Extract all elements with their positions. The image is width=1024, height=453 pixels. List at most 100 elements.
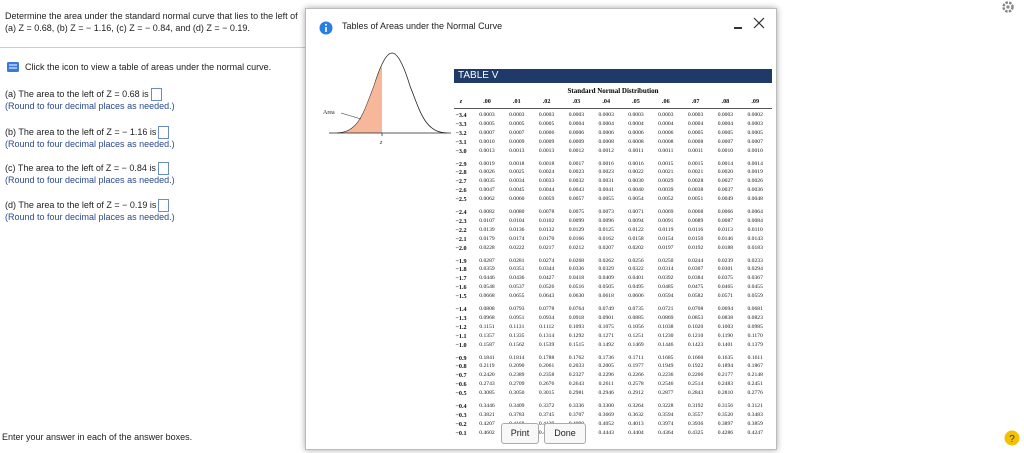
table-cell: 0.0838: [717, 314, 734, 321]
table-cell: 0.0630: [568, 293, 585, 300]
button[interactable]: Print: [501, 423, 539, 444]
table-cell: 0.0024: [538, 169, 555, 176]
table-cell: 0.0084: [747, 217, 763, 224]
table-cell: 0.0015: [658, 160, 674, 167]
table-cell: 0.0018: [509, 160, 525, 167]
table-label-bar: [454, 69, 772, 83]
table-cell: 0.2061: [538, 363, 555, 370]
table-cell: 0.3336: [568, 403, 585, 409]
row-z: −2.0: [455, 244, 467, 252]
row-z: −1.4: [455, 306, 467, 313]
minimize-button[interactable]: [734, 27, 742, 29]
table-cell: 0.1841: [479, 354, 495, 361]
row-z: −0.4: [455, 403, 467, 410]
settings-icon[interactable]: [1000, 0, 1016, 14]
table-cell: 0.0040: [628, 187, 644, 194]
table-cell: 0.2877: [658, 390, 674, 397]
row-z: −1.5: [455, 293, 467, 301]
table-cell: 0.0197: [658, 244, 674, 251]
table-cell: 0.0548: [479, 284, 495, 291]
table-cell: 0.2643: [568, 381, 585, 388]
table-cell: 0.0002: [747, 112, 763, 118]
row-z: −1.3: [455, 314, 467, 322]
table-cell: 0.0016: [628, 160, 644, 167]
table-cell: 0.2296: [598, 372, 614, 379]
table-cell: 0.0013: [479, 147, 495, 154]
table-cell: 0.0010: [479, 138, 495, 145]
table-cell: 0.1977: [628, 363, 644, 370]
table-cell: 0.0073: [598, 209, 614, 215]
table-cell: 0.0014: [717, 160, 734, 167]
table-cell: 0.0048: [747, 196, 763, 203]
table-cell: 0.0384: [687, 275, 704, 282]
table-cell: 0.0409: [598, 275, 614, 282]
table-cell: 0.0125: [598, 226, 614, 233]
table-cell: 0.0244: [687, 257, 704, 264]
table-cell: 0.1112: [539, 323, 555, 330]
table-cell: 0.0427: [538, 275, 555, 282]
table-cell: 0.0505: [598, 284, 614, 291]
row-z: −2.9: [455, 160, 467, 168]
help-icon[interactable]: ?: [1004, 430, 1020, 446]
column-header: .08: [721, 98, 730, 105]
table-cell: 0.0028: [687, 178, 704, 185]
table-cell: 0.2327: [568, 372, 585, 379]
table-cell: 0.2090: [509, 363, 525, 370]
table-cell: 0.0934: [538, 314, 555, 321]
table-cell: 0.3520: [717, 411, 734, 418]
answer-box[interactable]: [157, 162, 169, 175]
table-cell: 0.3192: [687, 403, 704, 409]
table-cell: 0.0017: [568, 160, 585, 167]
close-button[interactable]: [753, 17, 765, 29]
table-cell: 0.0010: [747, 147, 763, 154]
given-values: (a) Z = 0.68, (b) Z = − 1.16, (c) Z = − …: [5, 23, 250, 33]
table-cell: 0.0559: [747, 293, 763, 300]
column-header: .01: [512, 98, 521, 105]
row-z: −0.5: [455, 390, 467, 398]
table-cell: 0.0132: [538, 226, 555, 233]
table-cell: 0.0020: [717, 169, 734, 176]
table-cell: 0.0011: [688, 147, 704, 154]
table-cell: 0.1075: [598, 323, 614, 330]
part-label: (b) The area to the left of Z = − 1.16 i…: [5, 126, 170, 139]
table-icon[interactable]: [6, 61, 20, 73]
table-cell: 0.0008: [628, 138, 644, 145]
answer-box[interactable]: [150, 88, 162, 101]
table-cell: 0.2119: [479, 363, 495, 370]
table-cell: 0.1635: [717, 354, 734, 361]
button[interactable]: Done: [544, 423, 586, 444]
row-z: −2.8: [455, 169, 467, 177]
table-cell: 0.0051: [687, 196, 704, 203]
table-cell: 0.0250: [658, 257, 674, 264]
table-cell: 0.3264: [628, 403, 644, 409]
table-cell: 0.0091: [658, 217, 674, 224]
column-header: .07: [691, 98, 700, 105]
answer-box[interactable]: [158, 126, 170, 139]
table-cell: 0.0003: [687, 112, 704, 118]
table-cell: 0.0183: [747, 244, 763, 251]
table-cell: 0.3121: [747, 403, 763, 409]
table-cell: 0.0038: [687, 187, 704, 194]
table-cell: 0.0059: [538, 196, 555, 203]
table-cell: 0.0179: [479, 235, 495, 242]
row-z: −0.6: [455, 381, 467, 389]
answer-box[interactable]: [158, 199, 170, 212]
row-z: −3.1: [455, 138, 467, 146]
table-cell: 0.0003: [658, 112, 674, 118]
table-cell: 0.1611: [747, 354, 763, 361]
table-cell: 0.1469: [628, 341, 644, 348]
table-cell: 0.0322: [628, 266, 644, 273]
table-cell: 0.0034: [509, 178, 525, 185]
table-cell: 0.0055: [598, 196, 614, 203]
table-cell: 0.0004: [687, 120, 704, 127]
table-cell: 0.0094: [628, 217, 644, 224]
table-cell: 0.0008: [658, 138, 674, 145]
table-cell: 0.0012: [568, 147, 585, 154]
table-cell: 0.0052: [658, 196, 674, 203]
table-cell: 0.0044: [538, 187, 555, 194]
table-cell: 0.0023: [598, 169, 614, 176]
table-cell: 0.4207: [479, 420, 495, 427]
row-z: −0.1: [455, 429, 467, 437]
table-cell: 0.1711: [628, 354, 644, 361]
table-cell: 0.0080: [509, 209, 525, 215]
